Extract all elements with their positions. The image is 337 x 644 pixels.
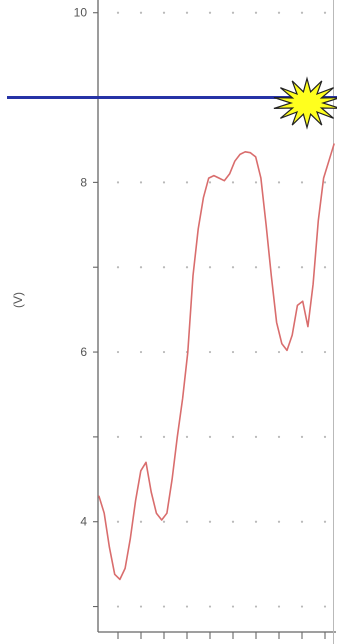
grid-dot bbox=[139, 266, 143, 269]
grid-dot bbox=[254, 11, 258, 14]
grid-dot bbox=[208, 11, 212, 14]
grid-dot bbox=[254, 350, 258, 354]
y-axis-label: (V) bbox=[11, 292, 25, 308]
y-axis-tick-label: 4 bbox=[80, 515, 87, 529]
grid-dot bbox=[162, 11, 166, 14]
starburst-icon bbox=[273, 76, 337, 130]
series-line bbox=[98, 143, 335, 581]
grid-dot bbox=[254, 605, 258, 608]
grid-dot bbox=[323, 435, 327, 438]
grid-dot bbox=[323, 350, 327, 354]
grid-dot bbox=[162, 350, 166, 354]
grid-dot bbox=[323, 605, 327, 608]
grid-dot bbox=[162, 520, 166, 523]
grid-dot bbox=[300, 520, 304, 523]
grid-dot bbox=[277, 350, 281, 354]
grid-dot bbox=[277, 266, 281, 269]
grid-dot bbox=[277, 11, 281, 14]
grid-dot bbox=[208, 605, 212, 608]
grid-dot bbox=[185, 435, 189, 438]
grid-dot bbox=[300, 435, 304, 438]
grid-dot bbox=[231, 435, 235, 438]
grid-dot bbox=[277, 435, 281, 438]
grid-dot bbox=[162, 435, 166, 438]
grid-dot bbox=[231, 520, 235, 523]
grid-dot bbox=[323, 181, 327, 184]
grid-dot bbox=[139, 605, 143, 608]
grid-dot bbox=[231, 266, 235, 269]
grid-dot bbox=[300, 350, 304, 354]
grid-dot bbox=[323, 266, 327, 269]
grid-dot bbox=[277, 605, 281, 608]
grid-dot bbox=[116, 266, 120, 269]
grid-dot bbox=[254, 181, 258, 184]
grid-dot bbox=[185, 266, 189, 269]
grid-dot bbox=[139, 520, 143, 523]
grid-dot bbox=[162, 181, 166, 184]
grid-dot bbox=[208, 181, 212, 184]
grid-dot bbox=[162, 266, 166, 269]
grid-dot bbox=[300, 11, 304, 14]
grid-dot bbox=[323, 520, 327, 523]
grid-dot bbox=[116, 350, 120, 354]
grid-dot bbox=[139, 181, 143, 184]
grid-dot bbox=[139, 11, 143, 14]
grid-dot bbox=[185, 11, 189, 14]
grid-dot bbox=[231, 11, 235, 14]
grid-dot bbox=[231, 605, 235, 608]
grid-dot bbox=[116, 181, 120, 184]
grid-dot bbox=[139, 435, 143, 438]
grid-dot bbox=[300, 181, 304, 184]
grid-dot bbox=[208, 266, 212, 269]
grid-dot bbox=[185, 181, 189, 184]
grid-dot bbox=[208, 350, 212, 354]
grid-dot bbox=[300, 605, 304, 608]
grid-dot bbox=[277, 181, 281, 184]
grid-dot bbox=[185, 520, 189, 523]
grid-dot bbox=[139, 350, 143, 354]
grid-dot bbox=[323, 11, 327, 14]
grid-dot bbox=[162, 605, 166, 608]
grid-dot bbox=[116, 435, 120, 438]
grid-dot bbox=[254, 435, 258, 438]
grid-dot bbox=[254, 520, 258, 523]
grid-dot bbox=[277, 520, 281, 523]
grid-dot bbox=[231, 181, 235, 184]
y-axis-tick-label: 8 bbox=[80, 175, 87, 189]
grid-dot bbox=[185, 605, 189, 608]
y-axis-tick-label: 6 bbox=[80, 345, 87, 359]
grid-dot bbox=[208, 520, 212, 523]
grid-dot bbox=[116, 605, 120, 608]
grid-dot bbox=[116, 11, 120, 14]
grid-dot bbox=[300, 266, 304, 269]
grid-dot bbox=[254, 266, 258, 269]
y-axis-tick-label: 10 bbox=[74, 6, 88, 20]
grid-dot bbox=[208, 435, 212, 438]
grid-dot bbox=[231, 350, 235, 354]
grid-dot bbox=[116, 520, 120, 523]
